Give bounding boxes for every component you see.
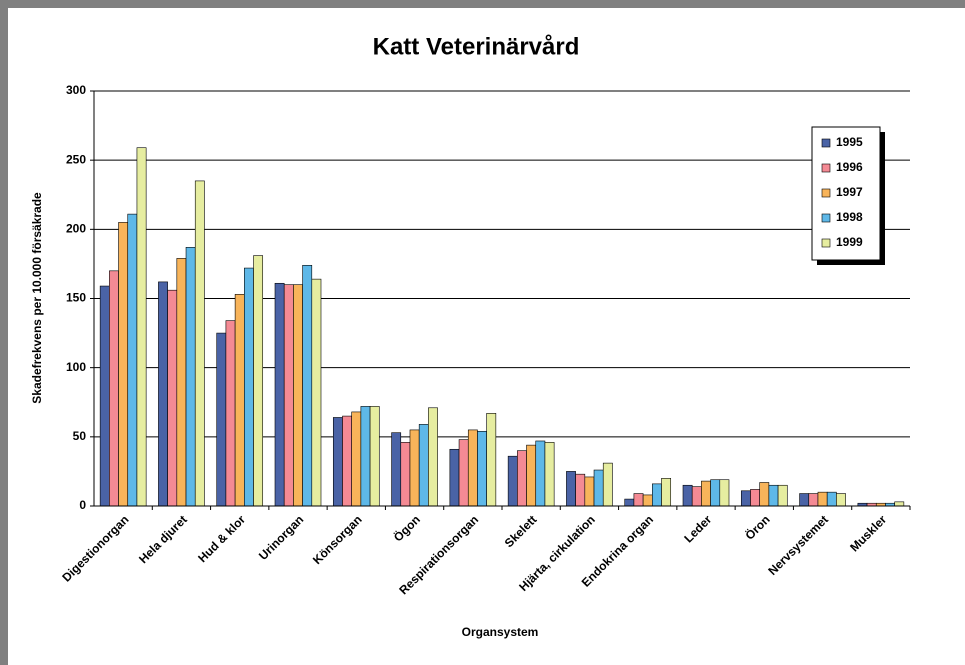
y-tick-label: 50 (73, 429, 87, 443)
bar (449, 448, 460, 507)
bar (342, 415, 352, 507)
bar (526, 444, 537, 507)
bar (185, 247, 196, 507)
bar (682, 484, 693, 507)
bar (127, 213, 138, 507)
bar (109, 270, 119, 507)
bar (701, 480, 711, 507)
bar (750, 489, 760, 507)
bar (283, 284, 294, 507)
bar (566, 471, 576, 507)
bar (136, 147, 147, 507)
bar (351, 411, 362, 507)
y-tick-label: 250 (66, 152, 86, 166)
bar (234, 294, 245, 507)
bar (517, 450, 527, 507)
bar (602, 462, 613, 507)
bar (759, 482, 770, 507)
bar (507, 455, 518, 507)
bar (642, 494, 653, 507)
y-tick-label: 0 (79, 498, 86, 512)
legend-swatch (821, 238, 831, 248)
bar (808, 493, 819, 507)
bar (836, 493, 846, 507)
bar (710, 479, 721, 507)
bar (253, 255, 264, 507)
legend-label: 1998 (836, 210, 863, 224)
bar (418, 424, 429, 507)
bar (400, 442, 411, 507)
bar (167, 289, 178, 507)
bar (225, 320, 236, 507)
bar (826, 491, 837, 507)
bar (719, 479, 730, 507)
bar (486, 413, 497, 507)
bar (244, 267, 254, 507)
bar (118, 222, 129, 507)
bar (293, 284, 303, 507)
bar (777, 484, 788, 507)
bar (274, 282, 285, 507)
bar (311, 278, 322, 507)
bar (477, 430, 487, 507)
chart-title: Katt Veterinärvård (373, 33, 580, 60)
y-axis-title: Skadefrekvens per 10.000 försäkrade (30, 192, 44, 404)
bar (369, 406, 380, 507)
bar (584, 476, 595, 507)
bar (360, 406, 371, 507)
bar (428, 407, 438, 507)
legend-swatch (821, 188, 831, 198)
bar (158, 281, 168, 507)
bar (302, 264, 313, 507)
bar (593, 469, 604, 507)
legend-swatch (821, 213, 831, 223)
legend-label: 1997 (836, 185, 863, 199)
bar (332, 417, 343, 507)
x-axis-title: Organsystem (462, 625, 539, 639)
bar (624, 498, 635, 507)
legend-label: 1996 (836, 160, 863, 174)
y-tick-label: 100 (66, 360, 86, 374)
bar (740, 490, 751, 507)
bar (216, 332, 227, 507)
bar (652, 483, 662, 507)
background (8, 8, 965, 665)
bar (467, 429, 478, 507)
bar (194, 180, 205, 507)
bar (99, 285, 110, 507)
y-tick-label: 200 (66, 222, 86, 236)
bar (391, 432, 402, 507)
bar (176, 258, 187, 507)
y-tick-label: 300 (66, 83, 86, 97)
bar (894, 501, 905, 507)
bar (768, 484, 779, 507)
legend-label: 1995 (836, 135, 863, 149)
bar (661, 478, 672, 507)
bar (633, 493, 644, 507)
bar (799, 493, 810, 507)
bar (817, 491, 828, 507)
legend-swatch (821, 138, 831, 148)
bar (458, 439, 469, 507)
legend-label: 1999 (836, 235, 863, 249)
bar (544, 442, 555, 507)
bar (409, 429, 420, 507)
bar (575, 473, 586, 507)
bar (691, 486, 702, 507)
legend-swatch (821, 163, 831, 173)
bar (535, 440, 546, 507)
y-tick-label: 150 (66, 291, 86, 305)
